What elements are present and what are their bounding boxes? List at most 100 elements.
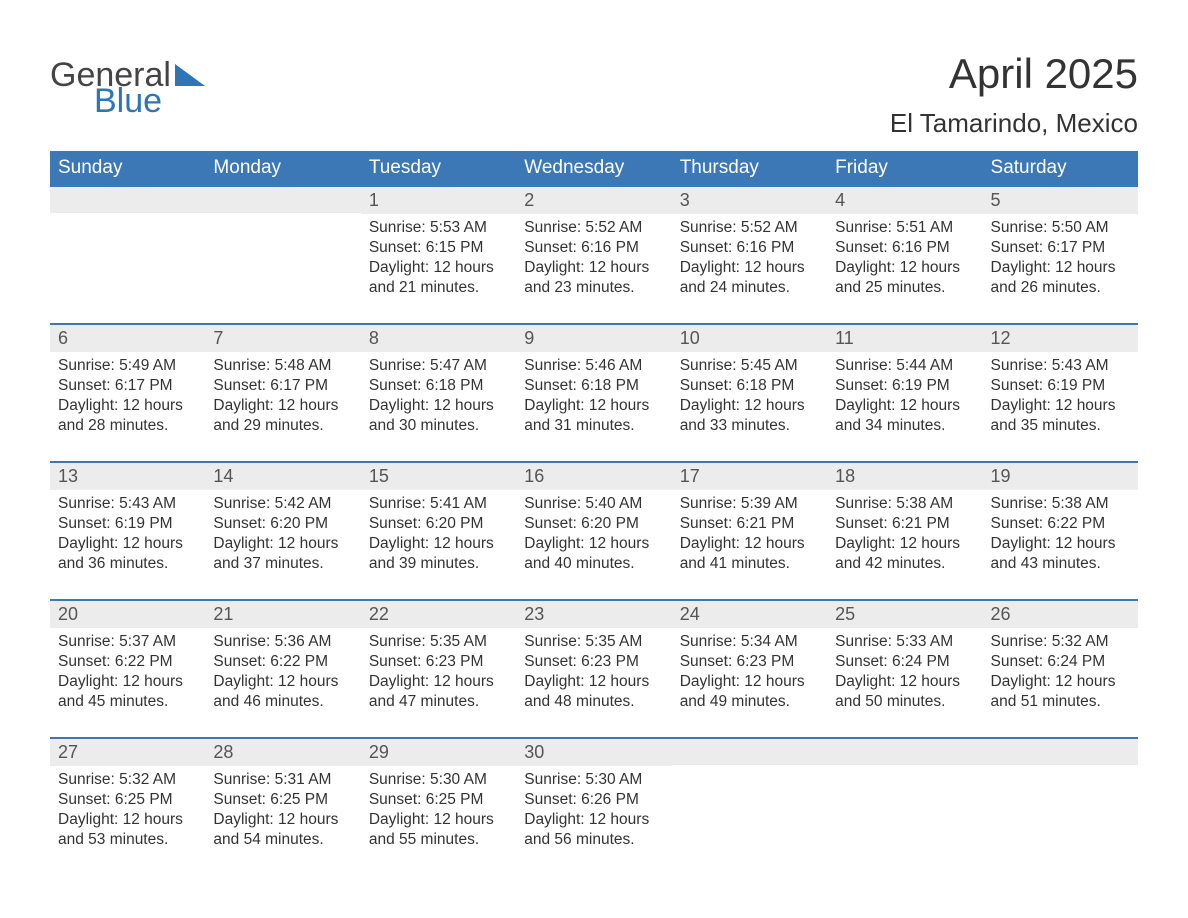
sunrise-line: Sunrise: 5:44 AM [835, 356, 974, 376]
day-number: 15 [361, 463, 516, 490]
day-details: Sunrise: 5:48 AMSunset: 6:17 PMDaylight:… [205, 352, 360, 443]
day-number: 5 [983, 187, 1138, 214]
calendar-day: 23Sunrise: 5:35 AMSunset: 6:23 PMDayligh… [516, 601, 671, 737]
day-details: Sunrise: 5:30 AMSunset: 6:25 PMDaylight:… [361, 766, 516, 857]
sunrise-line: Sunrise: 5:30 AM [369, 770, 508, 790]
sunrise-line: Sunrise: 5:34 AM [680, 632, 819, 652]
daylight-line: Daylight: 12 hours and 51 minutes. [991, 672, 1130, 712]
sunrise-line: Sunrise: 5:52 AM [680, 218, 819, 238]
sunset-line: Sunset: 6:16 PM [524, 238, 663, 258]
weekday-header: Sunday [50, 151, 205, 185]
daylight-line: Daylight: 12 hours and 53 minutes. [58, 810, 197, 850]
sunset-line: Sunset: 6:25 PM [369, 790, 508, 810]
sunset-line: Sunset: 6:21 PM [835, 514, 974, 534]
sunrise-line: Sunrise: 5:37 AM [58, 632, 197, 652]
calendar-day: 2Sunrise: 5:52 AMSunset: 6:16 PMDaylight… [516, 187, 671, 323]
calendar-day [205, 187, 360, 323]
sunrise-line: Sunrise: 5:48 AM [213, 356, 352, 376]
day-details: Sunrise: 5:41 AMSunset: 6:20 PMDaylight:… [361, 490, 516, 581]
day-number: 21 [205, 601, 360, 628]
day-details: Sunrise: 5:44 AMSunset: 6:19 PMDaylight:… [827, 352, 982, 443]
daylight-line: Daylight: 12 hours and 30 minutes. [369, 396, 508, 436]
calendar-day: 12Sunrise: 5:43 AMSunset: 6:19 PMDayligh… [983, 325, 1138, 461]
sunrise-line: Sunrise: 5:47 AM [369, 356, 508, 376]
daylight-line: Daylight: 12 hours and 54 minutes. [213, 810, 352, 850]
sunrise-line: Sunrise: 5:32 AM [58, 770, 197, 790]
calendar-week: 1Sunrise: 5:53 AMSunset: 6:15 PMDaylight… [50, 185, 1138, 323]
day-number: 18 [827, 463, 982, 490]
day-details: Sunrise: 5:42 AMSunset: 6:20 PMDaylight:… [205, 490, 360, 581]
sunset-line: Sunset: 6:21 PM [680, 514, 819, 534]
day-details: Sunrise: 5:36 AMSunset: 6:22 PMDaylight:… [205, 628, 360, 719]
day-details: Sunrise: 5:49 AMSunset: 6:17 PMDaylight:… [50, 352, 205, 443]
calendar-day: 19Sunrise: 5:38 AMSunset: 6:22 PMDayligh… [983, 463, 1138, 599]
daylight-line: Daylight: 12 hours and 55 minutes. [369, 810, 508, 850]
day-number [50, 187, 205, 213]
daylight-line: Daylight: 12 hours and 28 minutes. [58, 396, 197, 436]
calendar-day: 24Sunrise: 5:34 AMSunset: 6:23 PMDayligh… [672, 601, 827, 737]
day-details: Sunrise: 5:51 AMSunset: 6:16 PMDaylight:… [827, 214, 982, 305]
sunset-line: Sunset: 6:20 PM [369, 514, 508, 534]
day-number: 17 [672, 463, 827, 490]
sunset-line: Sunset: 6:20 PM [213, 514, 352, 534]
calendar-day: 15Sunrise: 5:41 AMSunset: 6:20 PMDayligh… [361, 463, 516, 599]
daylight-line: Daylight: 12 hours and 39 minutes. [369, 534, 508, 574]
month-title: April 2025 [890, 50, 1138, 98]
calendar-week: 27Sunrise: 5:32 AMSunset: 6:25 PMDayligh… [50, 737, 1138, 875]
day-details: Sunrise: 5:32 AMSunset: 6:24 PMDaylight:… [983, 628, 1138, 719]
daylight-line: Daylight: 12 hours and 35 minutes. [991, 396, 1130, 436]
calendar-day [672, 739, 827, 875]
calendar-day: 22Sunrise: 5:35 AMSunset: 6:23 PMDayligh… [361, 601, 516, 737]
day-number: 12 [983, 325, 1138, 352]
calendar-day: 27Sunrise: 5:32 AMSunset: 6:25 PMDayligh… [50, 739, 205, 875]
day-details: Sunrise: 5:52 AMSunset: 6:16 PMDaylight:… [672, 214, 827, 305]
day-number: 11 [827, 325, 982, 352]
daylight-line: Daylight: 12 hours and 21 minutes. [369, 258, 508, 298]
day-number: 20 [50, 601, 205, 628]
sunrise-line: Sunrise: 5:31 AM [213, 770, 352, 790]
sunrise-line: Sunrise: 5:36 AM [213, 632, 352, 652]
calendar-body: 1Sunrise: 5:53 AMSunset: 6:15 PMDaylight… [50, 185, 1138, 875]
daylight-line: Daylight: 12 hours and 48 minutes. [524, 672, 663, 712]
sunset-line: Sunset: 6:17 PM [991, 238, 1130, 258]
title-block: April 2025 El Tamarindo, Mexico [890, 28, 1138, 139]
day-number: 19 [983, 463, 1138, 490]
day-details: Sunrise: 5:43 AMSunset: 6:19 PMDaylight:… [983, 352, 1138, 443]
calendar-day: 14Sunrise: 5:42 AMSunset: 6:20 PMDayligh… [205, 463, 360, 599]
sunrise-line: Sunrise: 5:38 AM [991, 494, 1130, 514]
sunset-line: Sunset: 6:23 PM [680, 652, 819, 672]
calendar-day: 5 Sunrise: 5:50 AMSunset: 6:17 PMDaylight… [983, 187, 1138, 323]
calendar-day [827, 739, 982, 875]
page-header: General Blue April 2025 El Tamarindo, Me… [50, 28, 1138, 139]
day-details: Sunrise: 5:38 AMSunset: 6:22 PMDaylight:… [983, 490, 1138, 581]
daylight-line: Daylight: 12 hours and 26 minutes. [991, 258, 1130, 298]
day-number [672, 739, 827, 765]
daylight-line: Daylight: 12 hours and 33 minutes. [680, 396, 819, 436]
daylight-line: Daylight: 12 hours and 46 minutes. [213, 672, 352, 712]
calendar-week: 6Sunrise: 5:49 AMSunset: 6:17 PMDaylight… [50, 323, 1138, 461]
day-number: 23 [516, 601, 671, 628]
day-number: 2 [516, 187, 671, 214]
day-details: Sunrise: 5:47 AMSunset: 6:18 PMDaylight:… [361, 352, 516, 443]
weekday-header: Wednesday [516, 151, 671, 185]
day-number: 10 [672, 325, 827, 352]
sunrise-line: Sunrise: 5:43 AM [58, 494, 197, 514]
brand-logo: General Blue [50, 28, 205, 118]
sunrise-line: Sunrise: 5:50 AM [991, 218, 1130, 238]
calendar-day: 13Sunrise: 5:43 AMSunset: 6:19 PMDayligh… [50, 463, 205, 599]
calendar-day: 7Sunrise: 5:48 AMSunset: 6:17 PMDaylight… [205, 325, 360, 461]
calendar-day: 4Sunrise: 5:51 AMSunset: 6:16 PMDaylight… [827, 187, 982, 323]
calendar-week: 13Sunrise: 5:43 AMSunset: 6:19 PMDayligh… [50, 461, 1138, 599]
sunrise-line: Sunrise: 5:33 AM [835, 632, 974, 652]
sunset-line: Sunset: 6:18 PM [524, 376, 663, 396]
calendar-day: 3Sunrise: 5:52 AMSunset: 6:16 PMDaylight… [672, 187, 827, 323]
daylight-line: Daylight: 12 hours and 25 minutes. [835, 258, 974, 298]
calendar-day [50, 187, 205, 323]
sunset-line: Sunset: 6:19 PM [835, 376, 974, 396]
calendar-day: 29Sunrise: 5:30 AMSunset: 6:25 PMDayligh… [361, 739, 516, 875]
day-details: Sunrise: 5:45 AMSunset: 6:18 PMDaylight:… [672, 352, 827, 443]
day-number [205, 187, 360, 213]
day-number: 7 [205, 325, 360, 352]
sunrise-line: Sunrise: 5:41 AM [369, 494, 508, 514]
calendar-day: 10Sunrise: 5:45 AMSunset: 6:18 PMDayligh… [672, 325, 827, 461]
